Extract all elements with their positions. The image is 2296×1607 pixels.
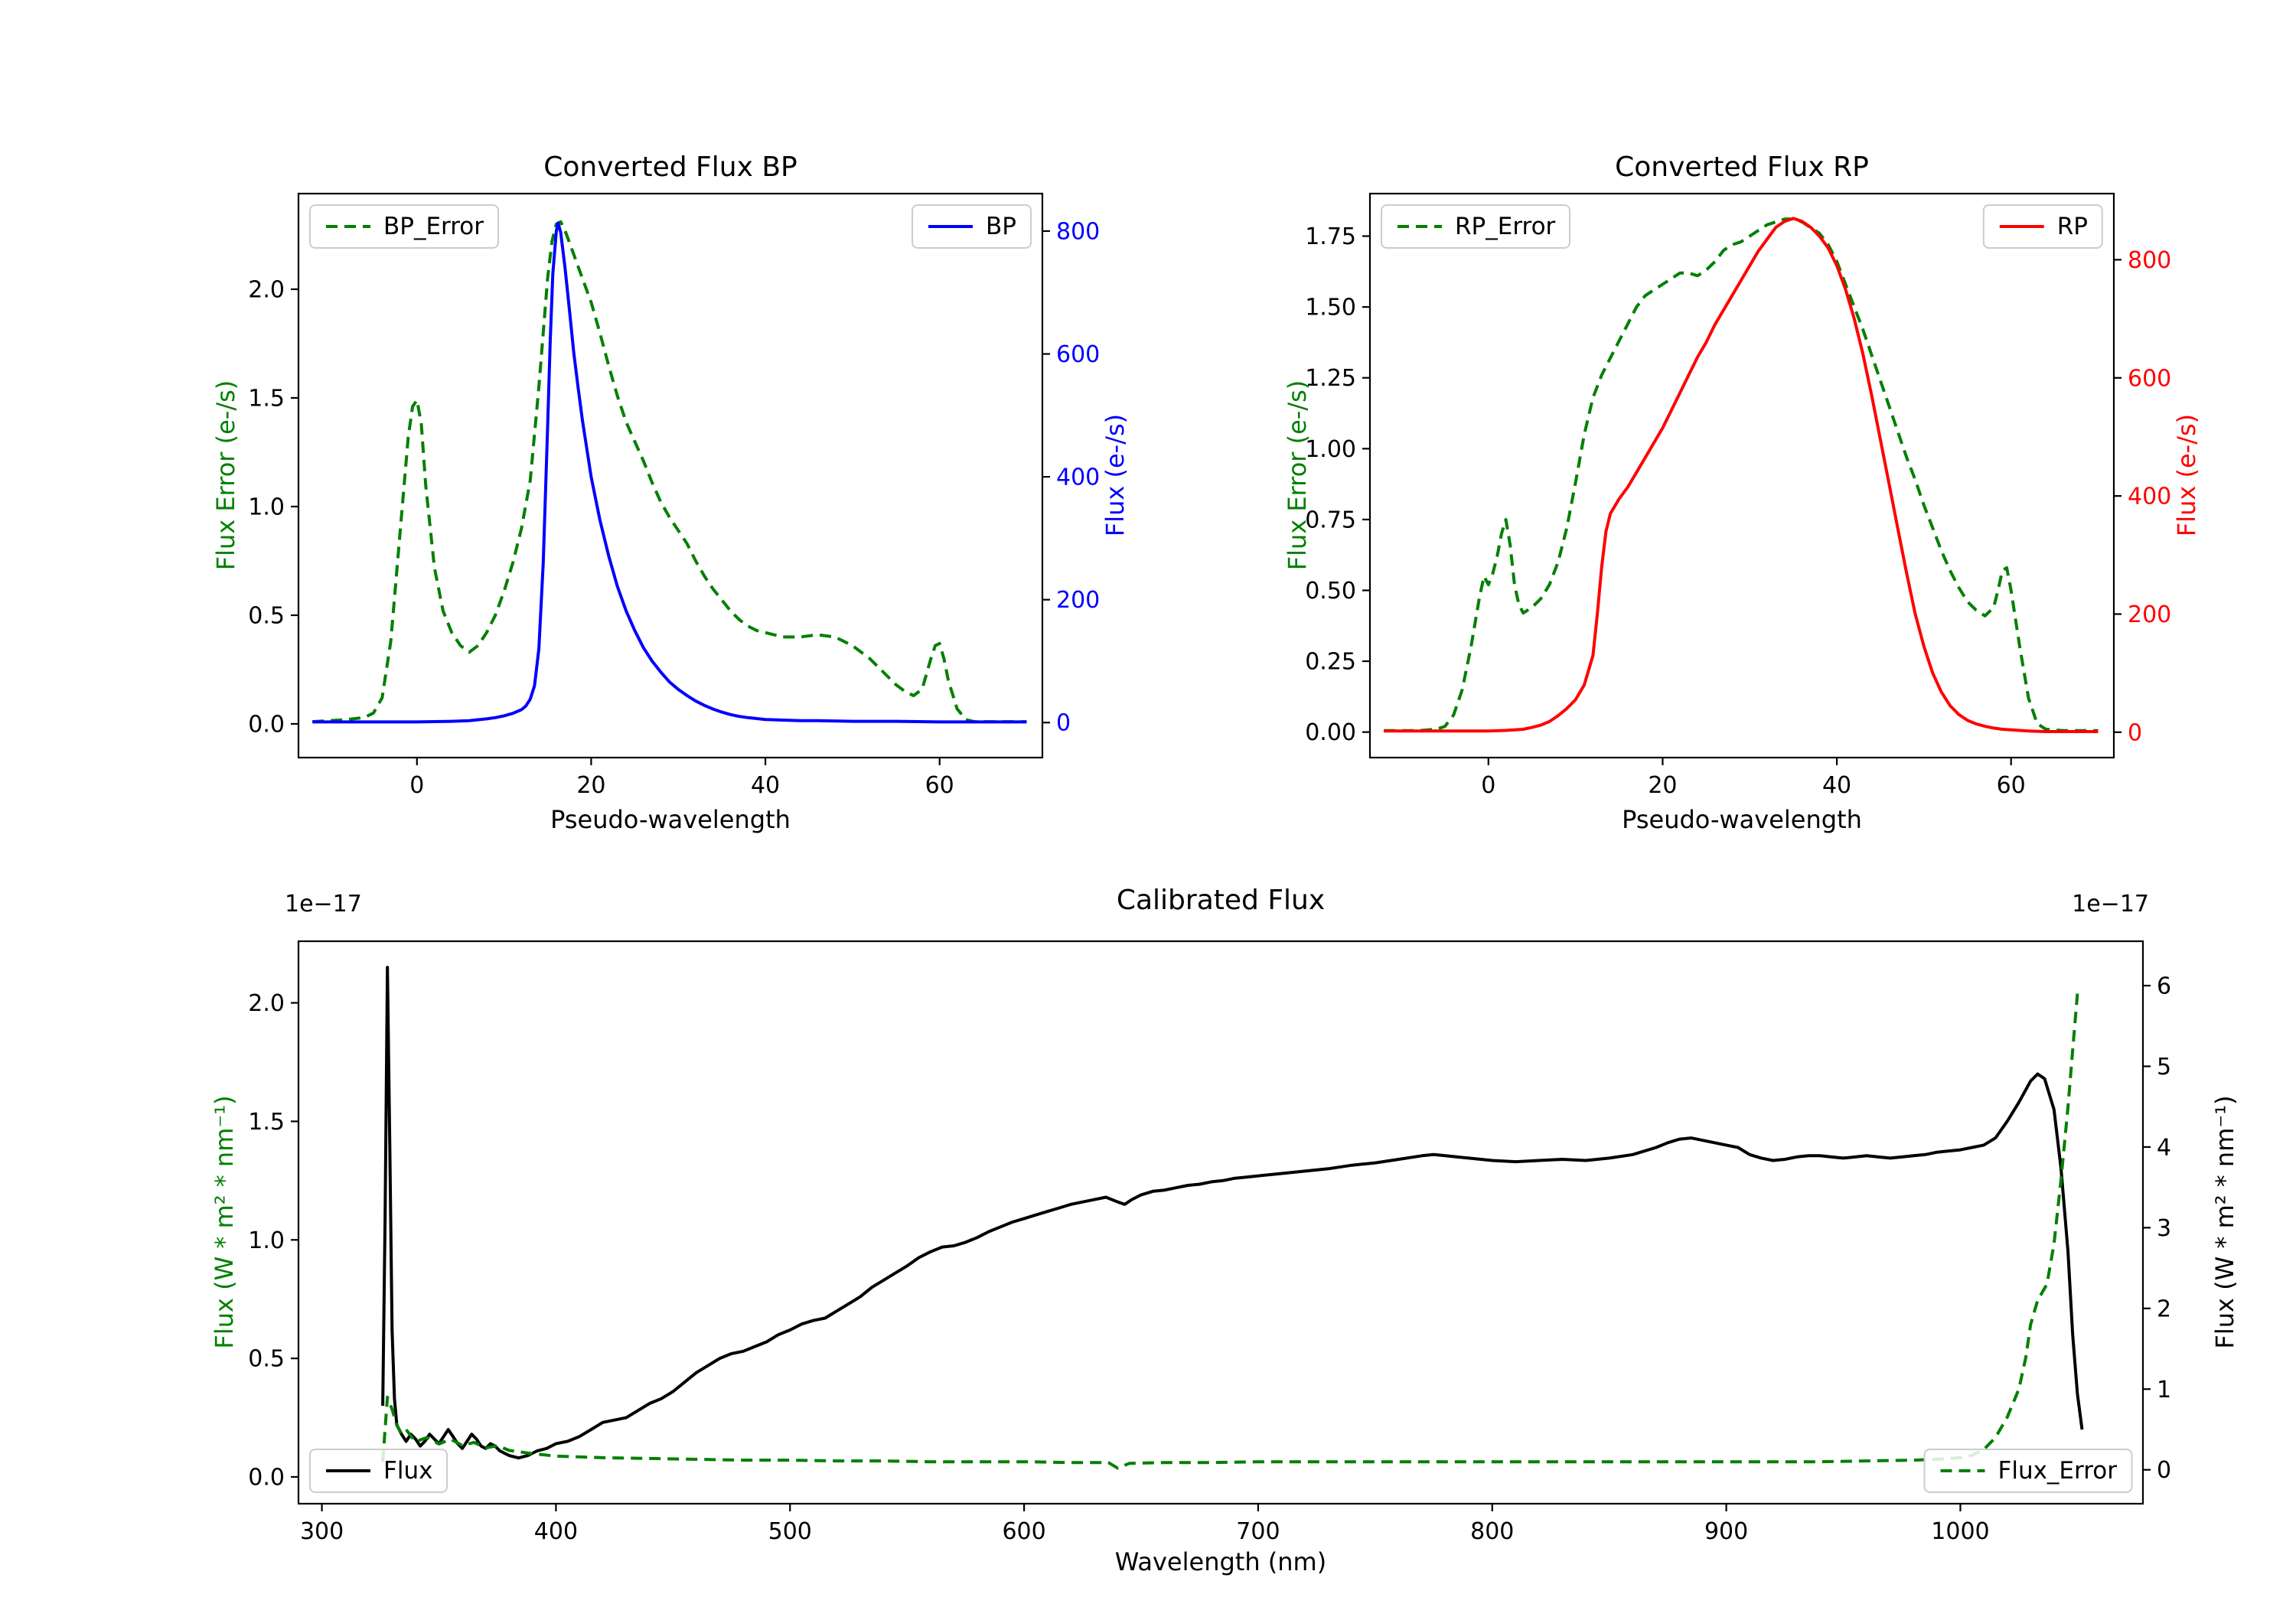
tick-label: 200 <box>1056 587 1100 614</box>
tick-label: 0.25 <box>1305 649 1356 676</box>
tick-label: 0.5 <box>248 1346 285 1373</box>
tick-label: 0.75 <box>1305 507 1356 533</box>
tick-label: 0 <box>1481 772 1495 799</box>
legend-sample-line <box>1940 1469 1985 1472</box>
tick-label: 600 <box>1002 1518 1045 1545</box>
tick-label: 0.5 <box>248 602 285 629</box>
tick-label: 0.00 <box>1305 719 1356 746</box>
legend-sample-line <box>1397 225 1442 228</box>
bp-xlabel: Pseudo-wavelength <box>550 805 791 834</box>
tick-label: 6 <box>2157 973 2171 999</box>
legend-label: RP <box>2056 213 2088 240</box>
tick-label: 1.0 <box>248 494 285 520</box>
rp-series-RP_Error <box>1384 217 2099 732</box>
cal-plot-area <box>381 966 2084 1470</box>
tick-label: 0 <box>2157 1457 2171 1484</box>
tick-label: 1.50 <box>1305 295 1356 321</box>
rp-ylabel-left: Flux Error (e-/s) <box>1283 380 1312 571</box>
tick-label: 60 <box>925 772 954 799</box>
legend-sample-line <box>928 225 974 228</box>
tick-label: 800 <box>1470 1518 1514 1545</box>
tick-label: 600 <box>2128 365 2171 392</box>
tick-label: 0.0 <box>248 711 285 738</box>
tick-label: 900 <box>1704 1518 1748 1545</box>
tick-label: 2.0 <box>248 276 285 303</box>
tick-label: 40 <box>1822 772 1851 799</box>
cal-offset-text-right: 1e−17 <box>2072 891 2149 918</box>
tick-label: 700 <box>1236 1518 1280 1545</box>
cal-legend-Flux: Flux <box>309 1449 448 1493</box>
tick-label: 0.0 <box>248 1465 285 1491</box>
tick-label: 0 <box>1056 710 1071 737</box>
rp-legend-RP_Error: RP_Error <box>1381 204 1571 249</box>
tick-label: 1.25 <box>1305 365 1356 392</box>
cal-series-Flux_Error <box>381 993 2079 1470</box>
tick-label: 1.75 <box>1305 223 1356 250</box>
rp-plot-area <box>1384 217 2099 733</box>
tick-label: 1.00 <box>1305 436 1356 463</box>
tick-label: 400 <box>2128 484 2171 510</box>
tick-label: 400 <box>1056 464 1100 491</box>
tick-label: 3 <box>2157 1215 2171 1242</box>
bp-ylabel-right: Flux (e-/s) <box>1101 413 1130 537</box>
bp-ylabel-left: Flux Error (e-/s) <box>211 380 240 571</box>
cal-legend-Flux_Error: Flux_Error <box>1923 1449 2132 1493</box>
bp-axes-spines <box>297 192 1044 759</box>
bp-title: Converted Flux BP <box>543 152 797 183</box>
tick-label: 4 <box>2157 1134 2171 1161</box>
legend-sample-line <box>326 225 370 228</box>
tick-label: 800 <box>1056 218 1100 245</box>
legend-label: BP <box>986 213 1016 240</box>
legend-label: BP_Error <box>383 213 484 240</box>
rp-axes-spines <box>1368 192 2115 759</box>
legend-label: Flux <box>383 1457 433 1485</box>
tick-label: 600 <box>1056 341 1100 368</box>
cal-title: Calibrated Flux <box>1116 885 1326 916</box>
tick-label: 200 <box>2128 601 2171 628</box>
tick-label: 800 <box>2128 247 2171 274</box>
rp-xlabel: Pseudo-wavelength <box>1622 805 1862 834</box>
tick-label: 1.5 <box>248 1109 285 1136</box>
rp-legend-RP: RP <box>1982 204 2103 249</box>
tick-label: 60 <box>1997 772 2026 799</box>
tick-label: 400 <box>534 1518 578 1545</box>
tick-label: 2.0 <box>248 990 285 1017</box>
legend-sample-line <box>326 1469 370 1472</box>
cal-ylabel-right: Flux (W * m² * nm⁻¹) <box>2210 1095 2239 1349</box>
tick-label: 0 <box>409 772 424 799</box>
cal-ylabel-left: Flux (W * m² * nm⁻¹) <box>210 1095 239 1349</box>
tick-label: 300 <box>300 1518 344 1545</box>
tick-label: 40 <box>751 772 780 799</box>
tick-label: 0 <box>2128 719 2142 746</box>
bp-legend-BP: BP <box>912 204 1032 249</box>
rp-series-RP <box>1384 217 2099 733</box>
tick-label: 5 <box>2157 1054 2171 1081</box>
rp-ylabel-right: Flux (e-/s) <box>2172 413 2201 537</box>
tick-label: 20 <box>1648 772 1677 799</box>
legend-label: RP_Error <box>1455 213 1556 240</box>
tick-label: 2 <box>2157 1296 2171 1322</box>
tick-label: 0.50 <box>1305 578 1356 605</box>
legend-label: Flux_Error <box>1998 1457 2118 1485</box>
rp-title: Converted Flux RP <box>1615 152 1869 183</box>
cal-xlabel: Wavelength (nm) <box>1114 1547 1327 1576</box>
tick-label: 1.0 <box>248 1227 285 1254</box>
bp-legend-BP_Error: BP_Error <box>309 204 500 249</box>
cal-offset-text-left: 1e−17 <box>285 891 362 918</box>
legend-sample-line <box>1999 225 2044 228</box>
bp-series-BP <box>312 221 1027 724</box>
cal-series-Flux <box>381 966 2084 1460</box>
tick-label: 500 <box>768 1518 812 1545</box>
cal-axes-spines <box>297 940 2144 1505</box>
tick-label: 1 <box>2157 1377 2171 1403</box>
tick-label: 20 <box>576 772 605 799</box>
bp-series-BP_Error <box>312 220 1027 724</box>
bp-plot-area <box>312 220 1027 724</box>
tick-label: 1000 <box>1931 1518 1989 1545</box>
tick-label: 1.5 <box>248 385 285 412</box>
